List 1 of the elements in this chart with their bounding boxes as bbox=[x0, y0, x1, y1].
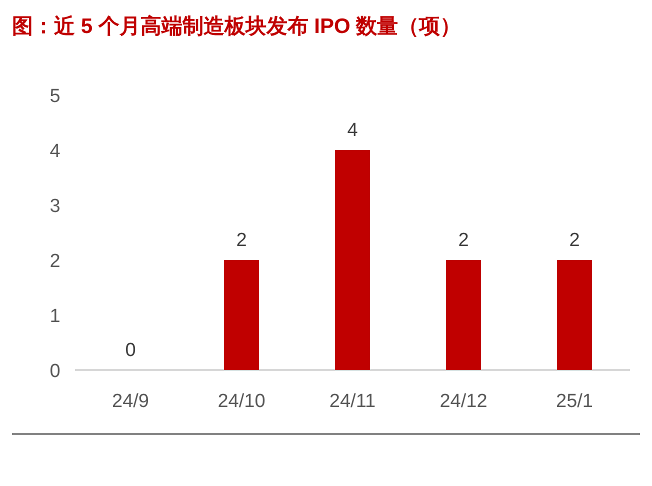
title: 图：近 5 个月高端制造板块发布 IPO 数量（项） bbox=[12, 15, 462, 38]
